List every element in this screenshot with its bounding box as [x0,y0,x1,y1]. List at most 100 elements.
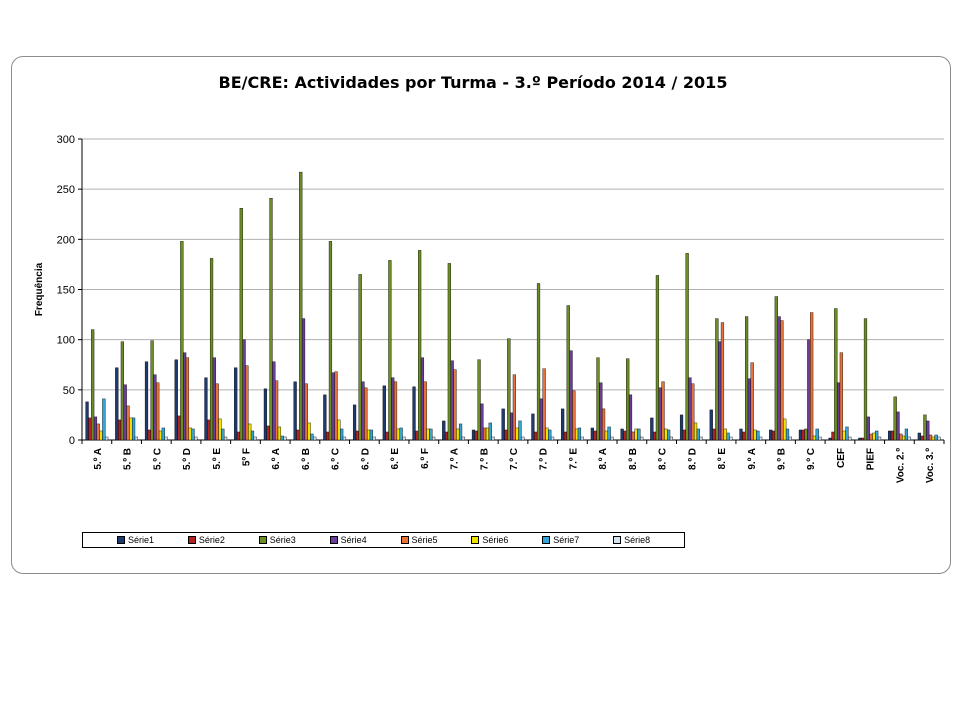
bar-s-rie7 [756,430,760,441]
bar-s-rie7 [548,429,552,441]
bar-s-rie4 [866,416,870,441]
legend-swatch [400,536,409,544]
bar-s-rie8 [283,436,287,441]
bar-s-rie8 [669,436,674,441]
bar-s-rie7 [161,427,165,441]
y-tick-label: 250 [57,184,75,196]
bar-s-rie6 [783,418,787,441]
bar-s-rie8 [818,436,822,441]
bar-s-rie2 [593,430,597,441]
x-tick-label: 7.º D [539,448,550,470]
legend-label: Série5 [411,535,438,545]
bar-s-rie4 [480,403,484,441]
bar-s-rie1 [917,432,921,441]
x-tick-label: 5.º B [123,448,134,470]
bar-s-rie4 [599,382,603,441]
bar-s-rie5 [156,382,160,441]
bar-s-rie5 [869,433,873,441]
bar-s-rie2 [147,429,151,441]
bar-s-rie5 [928,434,933,441]
legend-label: Série2 [198,535,225,545]
legend-label: Série4 [340,535,367,545]
bar-s-rie6 [218,418,222,441]
bar-s-rie1 [620,428,624,441]
bar-s-rie5 [126,405,130,441]
bar-s-rie1 [174,359,178,441]
bar-s-rie4 [361,381,365,441]
bar-s-rie4 [807,339,811,441]
bar-s-rie6 [426,428,430,441]
bar-s-rie8 [877,436,882,441]
chart-title: BE/CRE: Actividades por Turma - 3.º Perí… [218,73,728,92]
bar-s-rie1 [85,401,89,441]
bar-s-rie8 [521,436,525,441]
bar-s-rie3 [685,253,689,441]
bar-s-rie8 [432,436,436,441]
x-tick-label: 5.º D [182,448,193,470]
bar-s-rie1 [769,429,773,441]
bar-s-rie5 [572,390,576,441]
bar-s-rie4 [896,411,900,441]
bar-s-rie3 [774,296,778,441]
bar-s-rie1 [650,417,654,441]
y-tick-label: 150 [57,285,75,297]
bar-s-rie7 [667,429,671,441]
legend-item: Série3 [258,535,330,545]
bar-s-rie2 [415,430,419,441]
bar-s-rie3 [269,197,273,441]
bar-s-rie7 [904,428,909,441]
bar-s-rie2 [207,419,211,441]
bar-s-rie7 [934,434,938,441]
x-tick-label: 6.º C [331,448,342,470]
bar-s-rie1 [115,367,119,441]
bar-s-rie1 [293,381,297,441]
bar-s-rie1 [561,408,565,441]
bar-s-rie2 [88,417,92,441]
legend: Série1 Série2 Série3 Série4 Série5 Série6 Séri… [82,532,685,548]
bar-s-rie3 [418,250,422,441]
x-tick-label: 8.º C [658,448,669,470]
x-tick-label: 6.º B [301,448,312,470]
bar-s-rie7 [429,428,433,441]
bar-s-rie2 [355,430,359,441]
bar-s-rie5 [810,312,814,441]
bar-s-rie5 [661,381,665,441]
bar-s-rie1 [679,414,684,441]
bar-s-rie2 [742,431,746,441]
bar-s-rie2 [623,430,627,441]
legend-item: Série6 [471,535,542,545]
bar-s-rie6 [307,422,311,441]
bar-s-rie7 [518,420,522,441]
bar-s-rie3 [150,340,154,441]
bar-s-rie7 [131,417,136,441]
bar-s-rie8 [758,436,763,441]
bar-s-rie5 [185,357,190,441]
bar-s-rie5 [275,380,279,441]
y-tick-label: 0 [69,435,75,447]
legend-item: Série8 [613,535,684,545]
bar-s-rie7 [191,428,195,441]
bar-s-rie7 [726,432,730,441]
x-tick-label: 6.º E [390,448,401,470]
bar-s-rie6 [931,436,935,441]
bar-s-rie2 [920,435,924,441]
bar-s-rie3 [863,318,868,441]
bar-s-rie5 [215,383,219,441]
x-tick-label: Voc. 2.º [895,448,906,483]
legend-swatch [471,536,480,544]
bar-s-rie8 [105,436,109,441]
x-tick-label: 8.º A [598,448,609,470]
bar-s-rie3 [358,274,362,441]
bar-s-rie7 [488,422,492,441]
bar-s-rie6 [277,426,282,441]
bar-s-rie6 [396,428,400,441]
bar-s-rie6 [575,428,579,441]
bar-s-rie6 [99,430,103,441]
bar-s-rie5 [691,383,695,441]
bar-s-rie2 [801,429,805,441]
bar-s-rie8 [491,436,495,441]
bar-s-rie3 [744,316,749,441]
bar-s-rie8 [550,436,555,441]
y-tick-label: 200 [57,234,75,246]
y-tick-label: 100 [57,335,75,347]
